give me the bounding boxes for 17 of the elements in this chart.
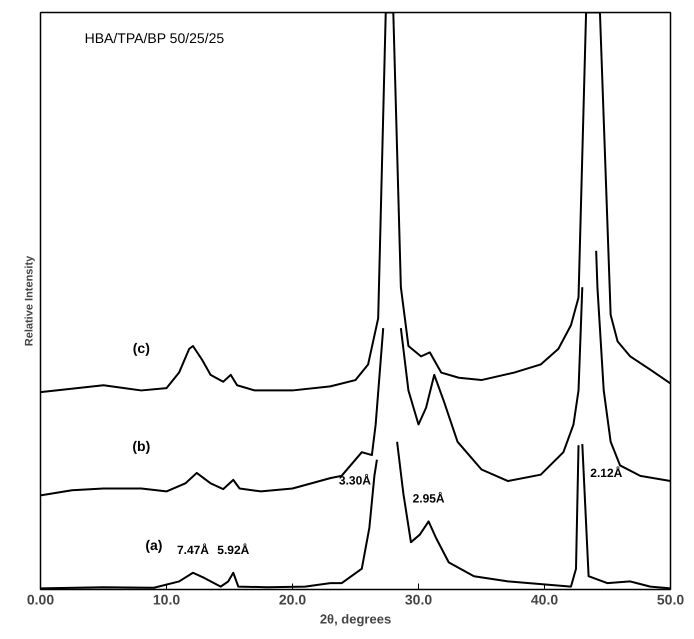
x-tick-label: 0.00: [26, 592, 54, 608]
annotation: 3.30Å: [338, 474, 372, 488]
x-tick-label: 40.0: [530, 592, 558, 608]
x-tick-label: 10.0: [152, 592, 180, 608]
annotation: 5.92Å: [217, 542, 250, 557]
text: (b): [132, 438, 150, 454]
text: (c): [132, 340, 150, 356]
x-axis-title: 2θ, degrees: [320, 612, 392, 626]
x-tick-label: 50.0: [656, 592, 684, 608]
annotation: 2.95Å: [412, 491, 445, 506]
x-tick-label: 30.0: [404, 592, 432, 608]
annotation: 7.47Å: [176, 542, 210, 557]
annotation: 2.12Å: [590, 466, 623, 480]
text: HBA/TPA/BP 50/25/25: [84, 30, 224, 46]
y-axis-title: Relative Intensity: [24, 254, 36, 346]
text: (a): [145, 537, 162, 554]
x-tick-label: 20.0: [278, 592, 306, 608]
